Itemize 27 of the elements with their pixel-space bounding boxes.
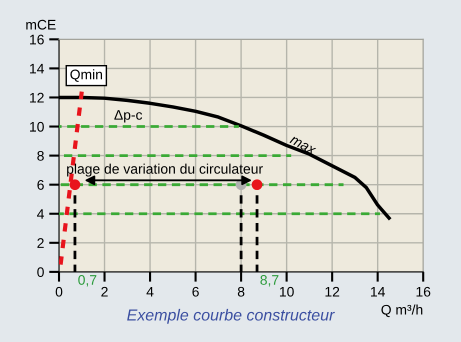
y-tick-label: 12 <box>30 92 44 103</box>
y-axis-title: mCE <box>26 20 56 30</box>
y-tick-label: 0 <box>37 267 44 278</box>
y-tick-label: 8 <box>37 150 44 161</box>
annotation: 8,7 <box>260 275 278 287</box>
x-tick-label: 2 <box>101 286 108 297</box>
x-axis-title: Q m³/h <box>381 304 422 318</box>
x-tick-label: 0 <box>56 286 62 297</box>
x-tick-label: 10 <box>280 286 294 297</box>
y-tick-label: 4 <box>37 209 44 219</box>
x-tick-label: 12 <box>325 286 340 297</box>
y-tick-label: 14 <box>30 64 44 74</box>
y-tick-label: 2 <box>37 238 44 248</box>
x-tick-label: 6 <box>192 286 199 297</box>
y-tick-label: 6 <box>37 180 44 190</box>
annotation: max <box>289 136 316 156</box>
annotation: Δp-c <box>114 110 142 123</box>
annotation: Qmin <box>70 69 102 82</box>
y-tick-label: 10 <box>30 122 44 132</box>
x-tick-label: 14 <box>371 286 385 297</box>
x-tick-label: 4 <box>146 286 154 297</box>
y-tick-label: 16 <box>30 34 44 44</box>
annotation: 0,7 <box>78 275 96 287</box>
annotation: plage de variation du circulateur <box>67 164 263 177</box>
x-tick-label: 8 <box>238 286 244 297</box>
text: Exemple courbe constructeur <box>127 308 335 324</box>
x-tick-label: 16 <box>416 286 430 297</box>
